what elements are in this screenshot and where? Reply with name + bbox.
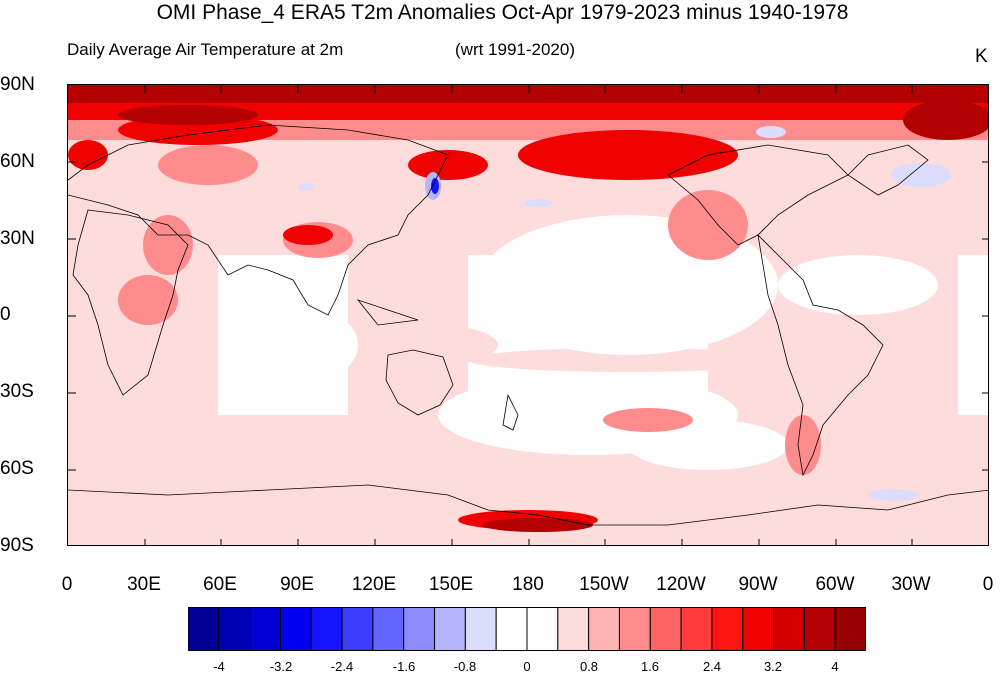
colorbar-box — [742, 607, 775, 651]
colorbar-label: 0 — [523, 659, 531, 674]
colorbar-box — [218, 607, 251, 651]
lon-label-60e: 60E — [203, 574, 237, 595]
lon-label-120w: 120W — [656, 574, 706, 595]
lat-label-equator: 0 — [0, 304, 11, 325]
lon-label-180: 180 — [512, 574, 544, 595]
colorbar-box — [310, 607, 343, 651]
colorbar-box — [773, 607, 805, 651]
lon-label-150e: 150E — [428, 574, 474, 595]
colorbar-label: -4 — [213, 659, 225, 674]
colorbar-box — [649, 607, 682, 651]
colorbar-box — [803, 607, 836, 651]
lat-label-90s: 90S — [0, 535, 34, 556]
colorbar-box — [372, 607, 405, 651]
lon-label-120e: 120E — [351, 574, 397, 595]
colorbar-label: -3.2 — [269, 659, 293, 674]
lat-label-30n: 30N — [0, 228, 35, 249]
lat-label-90n: 90N — [0, 74, 35, 95]
colorbar-label: 2.4 — [702, 659, 722, 674]
lat-label-60n: 60N — [0, 151, 35, 172]
lon-label-90w: 90W — [738, 574, 778, 595]
colorbar-box — [464, 607, 497, 651]
lon-label-0-west: 0 — [61, 574, 73, 595]
colorbar-label: 0.8 — [579, 659, 599, 674]
lat-label-30s: 30S — [0, 381, 34, 402]
colorbar-label: 1.6 — [640, 659, 660, 674]
colorbar-box — [588, 607, 620, 651]
cold-anomaly-shading — [298, 126, 951, 501]
axis-ticks — [68, 85, 988, 545]
colorbar-box — [526, 607, 559, 651]
colorbar-label: 3.2 — [763, 659, 783, 674]
lon-label-30w: 30W — [891, 574, 931, 595]
weak-warm-shading — [68, 125, 988, 545]
lon-label-0-east: 0 — [982, 574, 994, 595]
colorbar-box — [188, 607, 220, 651]
colorbar-box — [495, 607, 528, 651]
colorbar-box — [618, 607, 651, 651]
colorbar-box — [557, 607, 590, 651]
lon-label-30e: 30E — [127, 574, 161, 595]
colorbar-box — [834, 607, 866, 651]
colorbar-label: -2.4 — [330, 659, 354, 674]
reference-period-subtitle: (wrt 1991-2020) — [455, 40, 576, 59]
very-strong-warm-shading — [68, 85, 988, 532]
units-label: K — [975, 46, 988, 67]
lon-label-150w: 150W — [579, 574, 629, 595]
colorbar-label: -0.8 — [453, 659, 477, 674]
coastlines — [68, 124, 988, 526]
anomaly-map — [67, 84, 989, 546]
colorbar-box — [711, 607, 744, 651]
colorbar — [188, 607, 866, 651]
colorbar-box — [403, 607, 436, 651]
colorbar-box — [434, 607, 466, 651]
lat-label-60s: 60S — [0, 458, 34, 479]
colorbar-box — [680, 607, 713, 651]
colorbar-box — [249, 607, 281, 651]
lon-label-60w: 60W — [815, 574, 855, 595]
colorbar-box — [341, 607, 374, 651]
colorbar-label: -1.6 — [392, 659, 416, 674]
figure-title: OMI Phase_4 ERA5 T2m Anomalies Oct-Apr 1… — [156, 1, 849, 24]
anomaly-map-svg — [68, 85, 988, 545]
colorbar-box — [279, 607, 312, 651]
left-subtitle: Daily Average Air Temperature at 2m — [67, 40, 344, 59]
lon-label-90e: 90E — [280, 574, 314, 595]
colorbar-label: 4 — [831, 659, 839, 674]
